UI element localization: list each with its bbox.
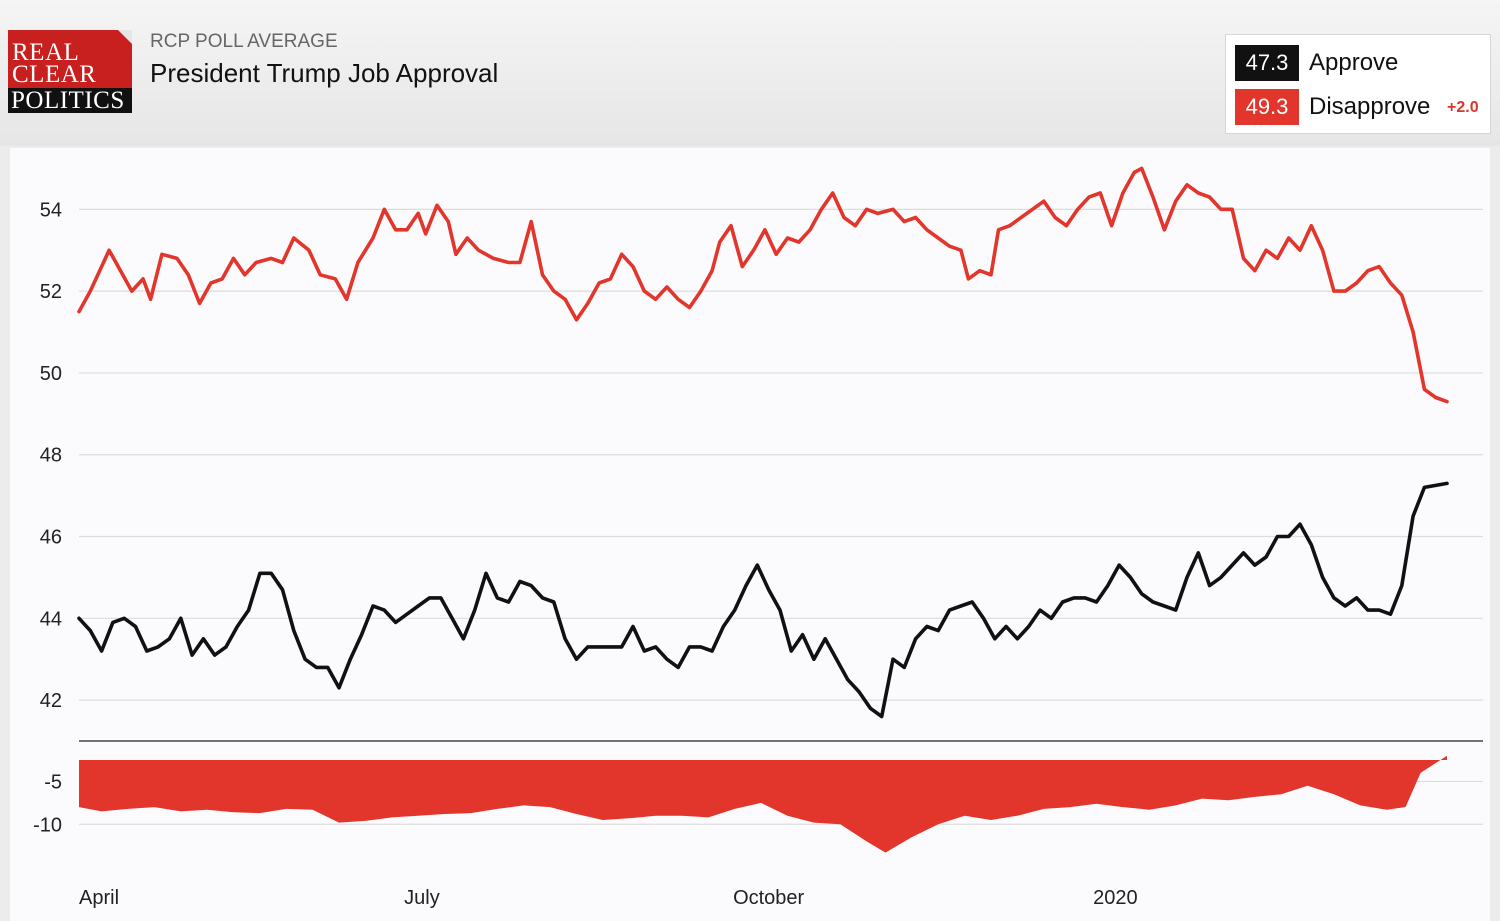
disapprove-value-badge: 49.3 (1235, 89, 1299, 125)
approve-value-badge: 47.3 (1235, 45, 1299, 81)
disapprove-line (77, 166, 1449, 404)
x-tick-label: October (733, 887, 804, 909)
logo-fold (118, 30, 132, 44)
rcp-logo[interactable]: REAL CLEAR POLITICS (8, 30, 132, 113)
logo-line-2: CLEAR (12, 61, 97, 88)
spread-area (79, 755, 1447, 853)
chart-panel: 42 44 46 48 50 52 54 -5 -10 April July October 2020 (10, 148, 1490, 921)
spread-tick-label: -10 (33, 814, 62, 836)
y-tick-label: 52 (40, 281, 62, 303)
x-tick-label: 2020 (1093, 887, 1138, 909)
logo-line-3: POLITICS (8, 88, 132, 113)
x-tick-label: April (79, 887, 119, 909)
disapprove-change: +2.0 (1447, 99, 1479, 116)
approve-label: Approve (1309, 49, 1399, 76)
chart-svg: 42 44 46 48 50 52 54 -5 -10 April July October 2020 (33, 166, 1483, 909)
spread-tick-label: -5 (44, 771, 62, 793)
logo-line-1: REAL (12, 39, 80, 66)
y-tick-label: 44 (40, 608, 62, 630)
y-tick-label: 42 (40, 690, 62, 712)
approve-line (77, 481, 1449, 719)
y-tick-label: 54 (40, 199, 62, 221)
x-tick-label: July (404, 887, 440, 909)
chart-subtitle: RCP POLL AVERAGE (150, 31, 338, 52)
legend-box: 47.3 Approve 49.3 Disapprove +2.0 (1225, 34, 1491, 134)
chart-title: President Trump Job Approval (150, 58, 499, 88)
y-tick-label: 50 (40, 363, 62, 385)
y-tick-label: 46 (40, 527, 62, 549)
disapprove-label: Disapprove (1309, 93, 1431, 120)
chart-header: REAL CLEAR POLITICS RCP POLL AVERAGE Pre… (0, 0, 1500, 146)
y-tick-label: 48 (40, 445, 62, 467)
